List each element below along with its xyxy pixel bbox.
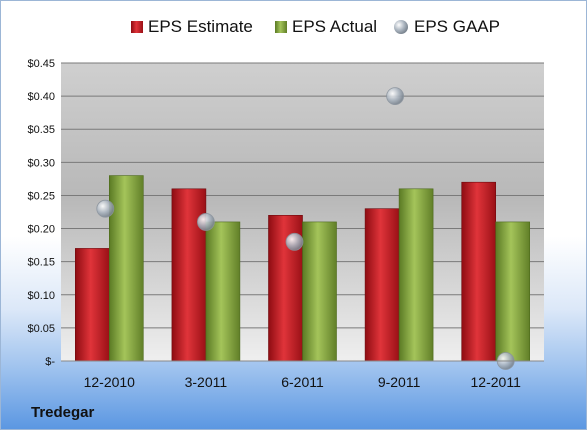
y-tick-label: $0.35	[27, 124, 55, 136]
x-tick-label: 6-2011	[281, 374, 324, 390]
x-axis-ticks: 12-2010 3-2011 6-2011 9-2011 12-2011	[84, 374, 521, 390]
y-tick-label: $0.10	[27, 290, 55, 302]
company-label: Tredegar	[31, 404, 95, 421]
bar-eps-actual	[205, 221, 241, 362]
y-tick-label: $0.30	[27, 157, 55, 169]
x-tick-label: 12-2010	[84, 374, 136, 390]
marker-eps-gaap	[285, 232, 304, 251]
x-tick-label: 12-2011	[471, 374, 522, 390]
legend-swatch-estimate	[131, 21, 143, 33]
bar-eps-actual	[495, 221, 531, 362]
x-tick-label: 3-2011	[185, 374, 228, 390]
bar-eps-estimate	[461, 181, 497, 362]
bar-eps-actual	[302, 221, 337, 362]
y-tick-label: $0.40	[27, 91, 55, 103]
y-tick-label: $0.25	[27, 190, 55, 202]
legend-label-gaap: EPS GAAP	[414, 17, 500, 36]
y-tick-label: $0.20	[27, 224, 55, 236]
y-tick-label: $0.15	[27, 257, 55, 269]
marker-eps-gaap	[196, 213, 215, 231]
bar-eps-actual	[398, 188, 434, 362]
marker-eps-gaap	[386, 87, 405, 106]
bar-eps-estimate	[364, 208, 400, 362]
gaap-markers	[96, 87, 515, 370]
legend-swatch-gaap	[394, 20, 408, 34]
x-tick-label: 9-2011	[378, 374, 421, 390]
bar-eps-actual	[109, 175, 144, 362]
bar-eps-estimate	[75, 248, 110, 362]
y-tick-label: $-	[45, 356, 55, 368]
legend-label-actual: EPS Actual	[292, 17, 377, 36]
legend-swatch-actual	[275, 21, 287, 33]
legend-label-estimate: EPS Estimate	[148, 17, 253, 36]
y-tick-label: $0.05	[27, 323, 55, 335]
marker-eps-gaap	[96, 199, 115, 218]
y-axis-ticks: $- $0.05 $0.10 $0.15 $0.20 $0.25 $0.30 $0.35 $0.…	[27, 58, 55, 368]
legend: EPS Estimate EPS Actual EPS GAAP	[131, 17, 500, 36]
y-tick-label: $0.45	[27, 58, 55, 70]
